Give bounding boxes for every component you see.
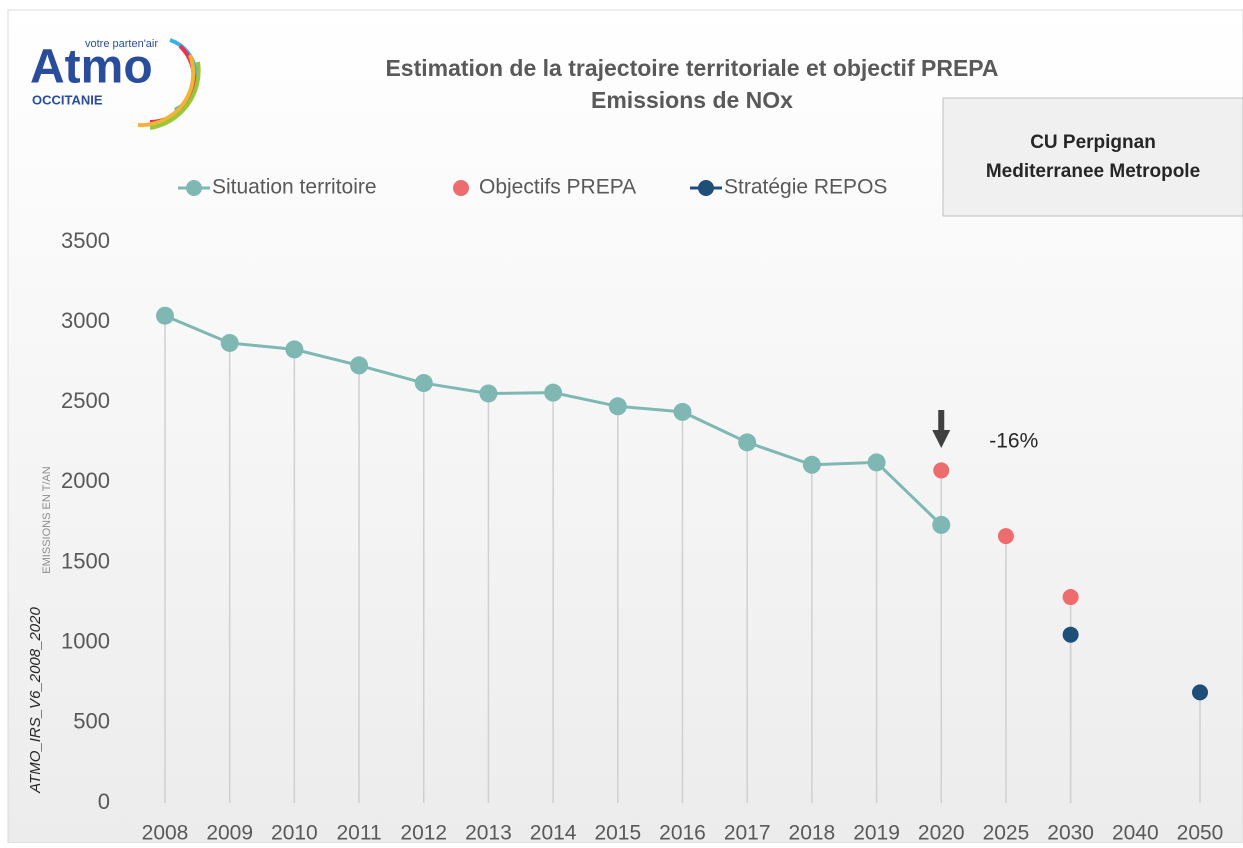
legend-marker: [186, 180, 202, 196]
point: [867, 453, 886, 472]
x-tick-label: 2014: [530, 822, 577, 843]
legend-marker: [453, 180, 469, 196]
logo-arc: [137, 54, 196, 128]
point: [1192, 684, 1208, 701]
logo: Atmo votre parten'air OCCITANIE: [30, 38, 201, 130]
x-tick-label: 2012: [400, 822, 447, 843]
y-tick-label: 1500: [61, 548, 110, 573]
point: [1062, 589, 1079, 606]
x-tick-label: 2025: [983, 822, 1030, 843]
point: [933, 462, 950, 479]
y-tick-label: 3000: [61, 308, 110, 333]
legend-label: Situation territoire: [212, 176, 377, 199]
point: [220, 333, 239, 352]
chart-subtitle: Emissions de NOx: [591, 87, 793, 113]
x-tick-label: 2018: [789, 822, 836, 843]
x-tick-label: 2017: [724, 822, 771, 843]
x-tick-label: 2019: [853, 822, 900, 843]
logo-name: Atmo: [30, 41, 153, 94]
point: [738, 433, 757, 452]
x-tick-label: 2008: [142, 822, 189, 843]
point: [350, 356, 369, 375]
x-tick-label: 2015: [594, 822, 641, 843]
y-tick-label: 500: [73, 709, 110, 734]
y-axis-label: EMISSIONS EN T/AN: [41, 466, 53, 573]
point: [932, 515, 951, 534]
y-tick-label: 0: [98, 789, 110, 814]
logo-region: OCCITANIE: [32, 92, 103, 107]
point: [285, 340, 304, 359]
x-tick-label: 2040: [1112, 822, 1159, 843]
point: [608, 397, 627, 416]
logo-tagline: votre parten'air: [85, 38, 158, 50]
x-tick-label: 2050: [1177, 822, 1224, 843]
point: [997, 528, 1014, 545]
point: [156, 306, 174, 325]
point: [673, 402, 692, 421]
x-tick-label: 2011: [336, 822, 381, 843]
x-tick-label: 2009: [206, 822, 253, 843]
source-label: ATMO_IRS_V6_2008_2020: [27, 607, 44, 794]
annotation-arrow: [932, 410, 951, 448]
territory-label: Mediterranee Metropole: [986, 161, 1200, 182]
legend-label: Stratégie REPOS: [724, 176, 887, 199]
point: [544, 383, 563, 402]
y-tick-label: 1000: [61, 629, 110, 654]
point: [1062, 626, 1079, 643]
x-tick-label: 2016: [659, 822, 706, 843]
x-tick-label: 2020: [918, 822, 965, 843]
legend-marker: [698, 180, 714, 196]
point: [414, 374, 433, 393]
territory-label: CU Perpignan: [1030, 132, 1156, 153]
legend-label: Objectifs PREPA: [479, 176, 636, 199]
x-tick-label: 2030: [1047, 822, 1094, 843]
y-tick-label: 3500: [61, 228, 110, 253]
territory-box: [942, 97, 1243, 217]
y-tick-label: 2000: [61, 468, 110, 493]
x-tick-label: 2010: [271, 822, 318, 843]
point: [802, 455, 821, 474]
x-tick-label: 2013: [465, 822, 512, 843]
point: [479, 384, 498, 403]
logo-arc: [149, 61, 201, 130]
chart-title: Estimation de la trajectoire territorial…: [385, 55, 998, 81]
y-tick-label: 2500: [61, 388, 110, 413]
annotation: -16%: [989, 430, 1038, 453]
